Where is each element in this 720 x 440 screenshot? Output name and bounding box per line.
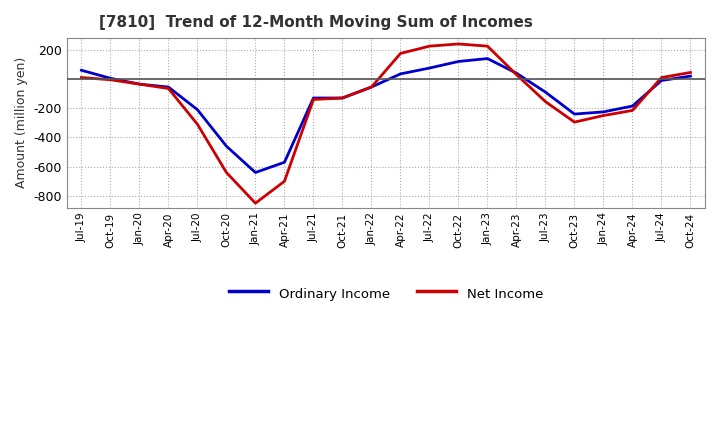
Ordinary Income (454, 59, 463, 64)
Ordinary Income (135, 81, 144, 87)
Net Income (193, 121, 202, 127)
Net Income (570, 120, 579, 125)
Line: Net Income: Net Income (81, 44, 690, 203)
Net Income (454, 41, 463, 47)
Ordinary Income (164, 84, 173, 90)
Ordinary Income (512, 70, 521, 76)
Ordinary Income (367, 84, 376, 90)
Legend: Ordinary Income, Net Income: Ordinary Income, Net Income (222, 279, 549, 308)
Ordinary Income (425, 66, 433, 71)
Net Income (483, 44, 492, 49)
Ordinary Income (280, 160, 289, 165)
Net Income (309, 97, 318, 102)
Ordinary Income (396, 71, 405, 77)
Ordinary Income (251, 170, 260, 175)
Net Income (367, 84, 376, 90)
Net Income (106, 77, 114, 82)
Line: Ordinary Income: Ordinary Income (81, 59, 690, 172)
Ordinary Income (77, 68, 86, 73)
Net Income (338, 95, 347, 101)
Ordinary Income (338, 95, 347, 101)
Net Income (425, 44, 433, 49)
Ordinary Income (222, 143, 230, 149)
Ordinary Income (686, 73, 695, 79)
Net Income (541, 99, 550, 104)
Net Income (396, 51, 405, 56)
Ordinary Income (599, 109, 608, 114)
Net Income (77, 75, 86, 80)
Net Income (280, 179, 289, 184)
Ordinary Income (106, 76, 114, 81)
Text: [7810]  Trend of 12-Month Moving Sum of Incomes: [7810] Trend of 12-Month Moving Sum of I… (99, 15, 533, 30)
Ordinary Income (309, 95, 318, 101)
Net Income (512, 72, 521, 77)
Y-axis label: Amount (million yen): Amount (million yen) (15, 57, 28, 188)
Net Income (164, 86, 173, 91)
Ordinary Income (628, 103, 636, 109)
Ordinary Income (657, 78, 666, 83)
Net Income (599, 113, 608, 118)
Net Income (686, 70, 695, 75)
Net Income (628, 108, 636, 113)
Ordinary Income (570, 111, 579, 117)
Net Income (251, 201, 260, 206)
Net Income (135, 81, 144, 87)
Ordinary Income (193, 107, 202, 112)
Ordinary Income (541, 89, 550, 95)
Ordinary Income (483, 56, 492, 61)
Net Income (657, 75, 666, 80)
Net Income (222, 170, 230, 175)
